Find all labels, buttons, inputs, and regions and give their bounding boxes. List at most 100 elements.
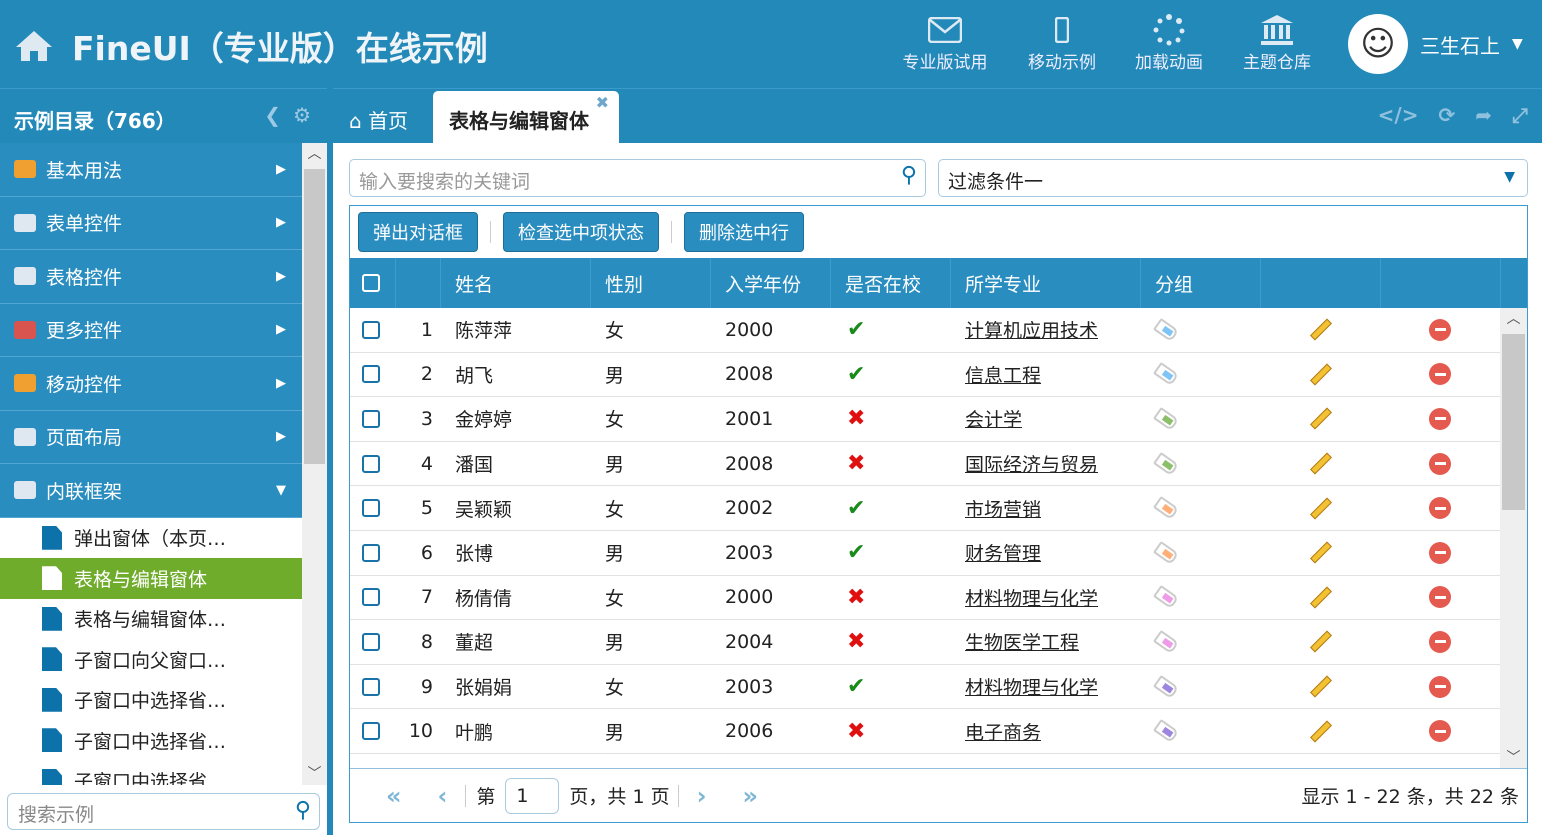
share-icon[interactable]: ➦ (1475, 103, 1492, 127)
column-header[interactable] (1261, 258, 1381, 308)
row-checkbox[interactable] (362, 499, 380, 518)
refresh-icon[interactable]: ⟳ (1438, 103, 1456, 127)
row-checkbox[interactable] (362, 722, 380, 741)
scroll-up-icon[interactable]: ︿ (1506, 311, 1521, 327)
column-header[interactable]: 分组 (1141, 258, 1261, 308)
gear-icon[interactable]: ⚙ (293, 103, 311, 127)
sidebar-subitem[interactable]: 子窗口向父窗口… (0, 639, 302, 680)
nav-mobile[interactable]: 移动示例 (1007, 12, 1117, 73)
nav-themes[interactable]: 主题仓库 (1222, 12, 1332, 73)
last-page-icon[interactable]: » (742, 781, 758, 810)
row-checkbox[interactable] (362, 409, 380, 428)
delete-icon[interactable] (1429, 318, 1451, 341)
table-row[interactable]: 7 杨倩倩 女 2000 ✖ 材料物理与化学 (350, 576, 1500, 621)
sidebar-item[interactable]: 页面布局 ▶ (0, 410, 302, 464)
pencil-icon[interactable] (1310, 363, 1332, 386)
pencil-icon[interactable] (1310, 452, 1332, 475)
sidebar-item[interactable]: 表格控件 ▶ (0, 250, 302, 304)
major-link[interactable]: 电子商务 (965, 721, 1042, 744)
table-row[interactable]: 5 吴颖颖 女 2002 ✔ 市场营销 (350, 486, 1500, 531)
sidebar-subitem[interactable]: 子窗口中选择省… (0, 720, 302, 761)
major-link[interactable]: 国际经济与贸易 (965, 454, 1099, 477)
delete-icon[interactable] (1429, 675, 1451, 698)
table-row[interactable]: 4 潘国 男 2008 ✖ 国际经济与贸易 (350, 442, 1500, 487)
nav-pro-trial[interactable]: 专业版试用 (890, 12, 1000, 73)
filter-select[interactable]: 过滤条件一 ▼ (938, 159, 1528, 197)
pencil-icon[interactable] (1310, 586, 1332, 609)
sidebar-subitem[interactable]: 子窗口中选择省… (0, 680, 302, 721)
major-link[interactable]: 市场营销 (965, 498, 1042, 521)
page-input[interactable]: 1 (505, 777, 560, 814)
table-row[interactable]: 9 张娟娟 女 2003 ✔ 材料物理与化学 (350, 665, 1500, 710)
sidebar-search-input[interactable]: 搜索示例 ⚲ (7, 793, 320, 830)
column-header[interactable] (350, 258, 396, 308)
row-checkbox[interactable] (362, 588, 380, 607)
row-checkbox[interactable] (362, 320, 380, 339)
table-row[interactable]: 8 董超 男 2004 ✖ 生物医学工程 (350, 620, 1500, 665)
table-row[interactable]: 10 叶鹏 男 2006 ✖ 电子商务 (350, 709, 1500, 754)
popup-dialog-button[interactable]: 弹出对话框 (358, 212, 478, 252)
collapse-icon[interactable]: ❮ (264, 103, 282, 127)
column-header[interactable] (396, 258, 441, 308)
sidebar-item[interactable]: 移动控件 ▶ (0, 357, 302, 411)
sidebar-item[interactable]: 表单控件 ▶ (0, 196, 302, 250)
tag-icon[interactable] (1152, 362, 1180, 387)
row-checkbox[interactable] (362, 677, 380, 696)
search-icon[interactable]: ⚲ (294, 798, 311, 823)
sidebar-subitem[interactable]: 弹出窗体（本页… (0, 518, 302, 559)
tag-icon[interactable] (1152, 674, 1180, 699)
tag-icon[interactable] (1152, 451, 1180, 476)
first-page-icon[interactable]: « (386, 781, 402, 810)
tab-home[interactable]: ⌂ 首页 (349, 109, 409, 133)
select-all-checkbox[interactable] (362, 274, 380, 292)
delete-icon[interactable] (1429, 630, 1451, 653)
scroll-down-icon[interactable]: ﹀ (1506, 750, 1521, 766)
pencil-icon[interactable] (1310, 541, 1332, 564)
row-checkbox[interactable] (362, 454, 380, 473)
pencil-icon[interactable] (1310, 497, 1332, 520)
tag-icon[interactable] (1152, 496, 1180, 521)
major-link[interactable]: 财务管理 (965, 543, 1042, 566)
tag-icon[interactable] (1152, 629, 1180, 654)
column-header[interactable]: 是否在校 (831, 258, 951, 308)
major-link[interactable]: 生物医学工程 (965, 632, 1080, 655)
grid-scrollbar[interactable]: ︿ ﹀ (1500, 308, 1527, 769)
table-row[interactable]: 3 金婷婷 女 2001 ✖ 会计学 (350, 397, 1500, 442)
scroll-thumb[interactable] (1502, 334, 1525, 510)
tag-icon[interactable] (1152, 719, 1180, 744)
major-link[interactable]: 材料物理与化学 (965, 587, 1099, 610)
tag-icon[interactable] (1152, 317, 1180, 342)
scroll-thumb[interactable] (304, 169, 325, 464)
column-header[interactable]: 性别 (591, 258, 711, 308)
column-header[interactable]: 所学专业 (951, 258, 1141, 308)
user-menu[interactable]: ☺ 三生石上 ▼ (1348, 14, 1523, 74)
scroll-up-icon[interactable]: ︿ (307, 146, 322, 162)
delete-icon[interactable] (1429, 407, 1451, 430)
sidebar-item[interactable]: 更多控件 ▶ (0, 303, 302, 357)
prev-page-icon[interactable]: ‹ (437, 781, 448, 810)
table-row[interactable]: 1 陈萍萍 女 2000 ✔ 计算机应用技术 (350, 308, 1500, 353)
delete-icon[interactable] (1429, 497, 1451, 520)
split-bar[interactable] (327, 88, 333, 835)
pencil-icon[interactable] (1310, 720, 1332, 743)
row-checkbox[interactable] (362, 365, 380, 384)
search-input[interactable]: 输入要搜索的关键词 ⚲ (349, 159, 926, 197)
expand-icon[interactable]: ⤢ (1512, 103, 1528, 127)
scroll-down-icon[interactable]: ﹀ (307, 766, 322, 782)
close-icon[interactable]: ✖ (595, 93, 609, 112)
code-icon[interactable]: </> (1377, 103, 1419, 127)
delete-icon[interactable] (1429, 586, 1451, 609)
search-icon[interactable]: ⚲ (900, 163, 917, 188)
delete-icon[interactable] (1429, 720, 1451, 743)
delete-icon[interactable] (1429, 452, 1451, 475)
pencil-icon[interactable] (1310, 630, 1332, 653)
check-selection-button[interactable]: 检查选中项状态 (503, 212, 659, 252)
sidebar-subitem[interactable]: 表格与编辑窗体 (0, 558, 302, 599)
tag-icon[interactable] (1152, 406, 1180, 432)
tag-icon[interactable] (1152, 585, 1180, 610)
major-link[interactable]: 信息工程 (965, 364, 1042, 387)
delete-icon[interactable] (1429, 363, 1451, 386)
tag-icon[interactable] (1152, 540, 1180, 565)
table-row[interactable]: 6 张博 男 2003 ✔ 财务管理 (350, 531, 1500, 576)
sidebar-subitem[interactable]: 子窗口中选择省… (0, 761, 302, 785)
